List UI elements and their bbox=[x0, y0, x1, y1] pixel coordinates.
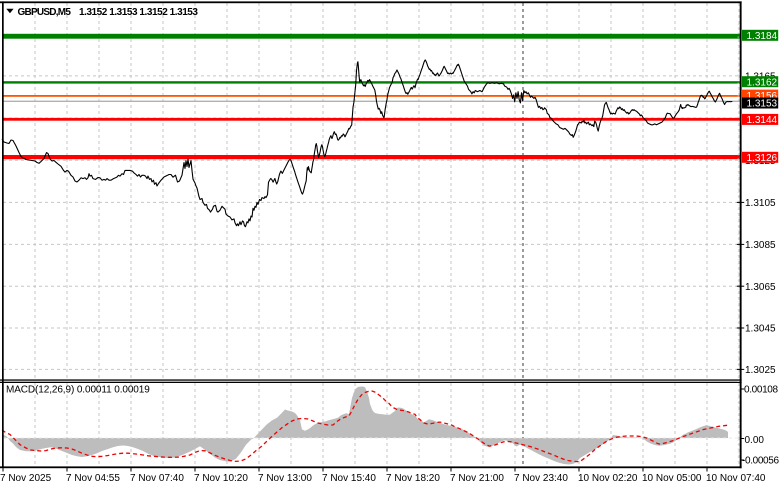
svg-text:MACD(12,26,9) 0.00011 0.00019: MACD(12,26,9) 0.00011 0.00019 bbox=[6, 385, 150, 396]
svg-text:10 Nov 02:20: 10 Nov 02:20 bbox=[578, 473, 638, 484]
svg-text:7 Nov 10:20: 7 Nov 10:20 bbox=[194, 473, 248, 484]
svg-text:7 Nov 2025: 7 Nov 2025 bbox=[0, 473, 52, 484]
svg-text:7 Nov 23:40: 7 Nov 23:40 bbox=[514, 473, 568, 484]
svg-text:0.00: 0.00 bbox=[745, 435, 765, 446]
svg-text:1.3152 1.3153 1.3152 1.3153: 1.3152 1.3153 1.3152 1.3153 bbox=[79, 7, 198, 18]
svg-text:7 Nov 07:40: 7 Nov 07:40 bbox=[130, 473, 184, 484]
svg-text:1.3126: 1.3126 bbox=[747, 153, 778, 164]
svg-text:GBPUSD,M5: GBPUSD,M5 bbox=[18, 7, 72, 18]
svg-text:1.3105: 1.3105 bbox=[745, 198, 776, 209]
svg-text:10 Nov 07:40: 10 Nov 07:40 bbox=[706, 473, 766, 484]
svg-text:1.3153: 1.3153 bbox=[747, 99, 778, 110]
svg-text:1.3184: 1.3184 bbox=[747, 31, 778, 42]
svg-text:1.3065: 1.3065 bbox=[745, 282, 776, 293]
svg-text:1.3025: 1.3025 bbox=[745, 365, 776, 376]
svg-text:-0.00056: -0.00056 bbox=[742, 456, 779, 467]
svg-text:7 Nov 13:00: 7 Nov 13:00 bbox=[258, 473, 312, 484]
svg-text:7 Nov 18:20: 7 Nov 18:20 bbox=[386, 473, 440, 484]
svg-text:7 Nov 21:00: 7 Nov 21:00 bbox=[450, 473, 504, 484]
svg-text:7 Nov 04:55: 7 Nov 04:55 bbox=[66, 473, 120, 484]
svg-text:1.3085: 1.3085 bbox=[745, 240, 776, 251]
svg-text:1.3156: 1.3156 bbox=[747, 91, 778, 102]
svg-text:1.3045: 1.3045 bbox=[745, 324, 776, 335]
svg-text:0.00108: 0.00108 bbox=[744, 385, 778, 396]
svg-text:1.3162: 1.3162 bbox=[747, 77, 778, 88]
svg-text:1.3144: 1.3144 bbox=[747, 115, 778, 126]
svg-text:7 Nov 15:40: 7 Nov 15:40 bbox=[322, 473, 376, 484]
svg-text:10 Nov 05:00: 10 Nov 05:00 bbox=[642, 473, 702, 484]
